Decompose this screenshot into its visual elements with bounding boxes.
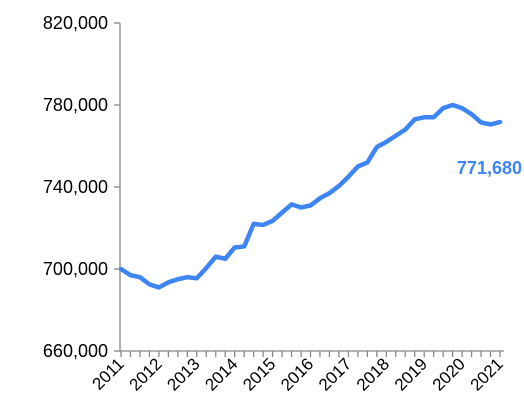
x-tick-label: 2021 [467,354,507,394]
x-tick-label: 2013 [163,354,203,394]
x-tick-label: 2020 [429,354,469,394]
x-tick-label: 2018 [353,354,393,394]
x-tick-label: 2019 [391,354,431,394]
y-tick-label: 700,000 [43,259,108,279]
x-tick-label: 2012 [126,354,166,394]
y-tick-label: 820,000 [43,13,108,33]
y-tick-label: 740,000 [43,177,108,197]
data-label: 771,680 [457,158,522,178]
y-tick-label: 780,000 [43,95,108,115]
x-tick-label: 2015 [239,354,279,394]
x-tick-label: 2017 [315,354,355,394]
line-series [118,102,503,290]
y-tick-label: 660,000 [43,341,108,361]
x-tick-label: 2016 [277,354,317,394]
x-tick-label: 2014 [201,354,241,394]
